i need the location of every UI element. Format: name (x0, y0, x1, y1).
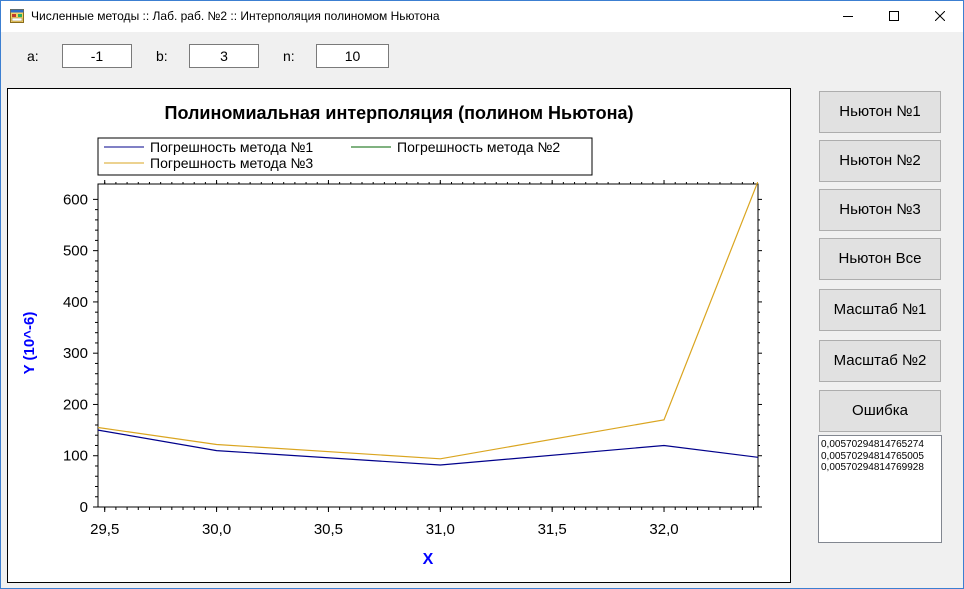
series-line-1 (98, 429, 758, 466)
n-label: n: (283, 48, 295, 64)
minimize-icon (843, 16, 853, 17)
a-input[interactable]: -1 (62, 44, 132, 68)
window-title: Численные методы :: Лаб. раб. №2 :: Инте… (31, 9, 440, 23)
legend-label-1: Погрешность метода №1 (150, 139, 313, 155)
x-tick-label: 29,5 (90, 521, 119, 538)
legend-label-3: Погрешность метода №3 (150, 155, 313, 171)
scale-1-button[interactable]: Масштаб №1 (819, 289, 941, 331)
maximize-button[interactable] (871, 1, 917, 32)
newton-3-button[interactable]: Ньютон №3 (819, 189, 941, 231)
chart-axes: 0 100 200 300 400 500 600 29,5 30,0 30,5 31,0 31,5 3… (63, 180, 762, 538)
x-tick-label: 30,0 (202, 521, 231, 538)
newton-1-button[interactable]: Ньютон №1 (819, 91, 941, 133)
result-item[interactable]: 0,00570294814765274 (821, 439, 924, 450)
chart-svg: Полиномиальная интерполяция (полином Нью… (21, 103, 762, 568)
newton-2-button[interactable]: Ньютон №2 (819, 140, 941, 182)
y-tick-label: 300 (63, 345, 88, 362)
a-label: a: (27, 48, 39, 64)
y-tick-label: 100 (63, 448, 88, 465)
y-tick-label: 200 (63, 396, 88, 413)
result-item[interactable]: 0,00570294814769928 (821, 462, 924, 473)
scale-2-button[interactable]: Масштаб №2 (819, 340, 941, 382)
n-input[interactable]: 10 (316, 44, 389, 68)
y-tick-label: 600 (63, 191, 88, 208)
x-tick-label: 32,0 (649, 521, 678, 538)
x-tick-label: 31,5 (538, 521, 567, 538)
b-input[interactable]: 3 (189, 44, 259, 68)
minimize-button[interactable] (825, 1, 871, 32)
chart-legend: Погрешность метода №1 Погрешность метода… (97, 137, 593, 176)
close-icon (935, 11, 945, 21)
plot-area (97, 183, 759, 508)
y-tick-label: 400 (63, 294, 88, 311)
chart-series (98, 182, 758, 466)
result-item[interactable]: 0,00570294814765005 (821, 450, 924, 462)
legend-box (97, 137, 593, 176)
legend-label-2: Погрешность метода №2 (397, 139, 560, 155)
x-tick-label: 30,5 (314, 521, 343, 538)
chart-panel: Полиномиальная интерполяция (полином Нью… (7, 88, 791, 583)
x-axis-label: X (423, 551, 434, 568)
error-button[interactable]: Ошибка (819, 390, 941, 432)
y-tick-label: 500 (63, 243, 88, 260)
close-button[interactable] (917, 1, 963, 32)
newton-all-button[interactable]: Ньютон Все (819, 238, 941, 280)
title-bar[interactable]: Численные методы :: Лаб. раб. №2 :: Инте… (1, 1, 963, 32)
results-listbox[interactable]: 0,00570294814765274 0,00570294814765005 … (818, 435, 942, 543)
series-line-3 (98, 182, 758, 460)
maximize-icon (889, 11, 899, 21)
b-label: b: (156, 48, 168, 64)
y-axis-label: Y (10^-6) (21, 312, 38, 375)
chart-title: Полиномиальная интерполяция (полином Нью… (165, 103, 634, 123)
app-form-icon (10, 9, 24, 23)
y-tick-label: 0 (80, 499, 88, 516)
x-tick-label: 31,0 (426, 521, 455, 538)
